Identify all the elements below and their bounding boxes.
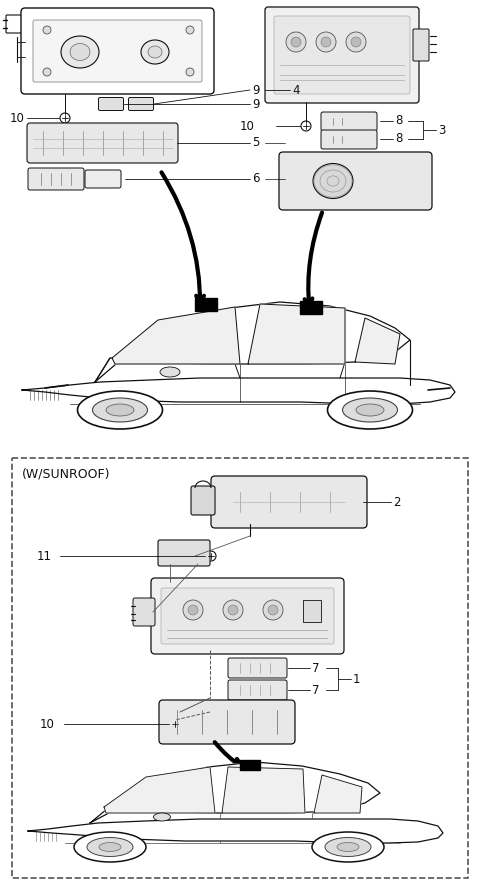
FancyBboxPatch shape: [151, 578, 344, 654]
Circle shape: [316, 32, 336, 52]
Text: 4: 4: [292, 83, 300, 97]
Text: 5: 5: [252, 137, 259, 149]
Polygon shape: [112, 307, 240, 364]
Circle shape: [60, 113, 70, 123]
FancyBboxPatch shape: [321, 112, 377, 131]
Ellipse shape: [106, 404, 134, 416]
FancyBboxPatch shape: [98, 98, 123, 110]
FancyBboxPatch shape: [228, 658, 287, 678]
Circle shape: [183, 600, 203, 620]
Circle shape: [346, 32, 366, 52]
Bar: [195, 298, 217, 311]
Ellipse shape: [74, 832, 146, 862]
Text: 3: 3: [438, 123, 445, 137]
Text: 8: 8: [395, 132, 402, 146]
Circle shape: [286, 32, 306, 52]
Ellipse shape: [313, 163, 353, 199]
Ellipse shape: [154, 813, 170, 821]
Polygon shape: [222, 767, 305, 813]
Circle shape: [186, 68, 194, 76]
Ellipse shape: [61, 36, 99, 68]
FancyBboxPatch shape: [274, 16, 410, 94]
Ellipse shape: [356, 404, 384, 416]
FancyBboxPatch shape: [6, 15, 28, 33]
FancyBboxPatch shape: [279, 152, 432, 210]
Circle shape: [170, 719, 180, 729]
Polygon shape: [248, 304, 345, 364]
Text: 9: 9: [252, 83, 260, 97]
Circle shape: [263, 600, 283, 620]
FancyBboxPatch shape: [133, 598, 155, 626]
FancyBboxPatch shape: [158, 540, 210, 566]
Ellipse shape: [337, 843, 359, 852]
Ellipse shape: [343, 398, 397, 422]
FancyBboxPatch shape: [27, 123, 178, 163]
Circle shape: [206, 551, 216, 561]
Circle shape: [43, 68, 51, 76]
Ellipse shape: [148, 46, 162, 58]
FancyBboxPatch shape: [85, 170, 121, 188]
Ellipse shape: [327, 391, 412, 429]
Ellipse shape: [93, 398, 147, 422]
Text: 1: 1: [353, 672, 360, 686]
Text: 8: 8: [395, 115, 402, 128]
FancyBboxPatch shape: [33, 20, 202, 82]
FancyBboxPatch shape: [265, 7, 419, 103]
Ellipse shape: [99, 843, 121, 852]
FancyBboxPatch shape: [191, 486, 215, 515]
Text: 11: 11: [37, 550, 52, 562]
Polygon shape: [314, 775, 362, 813]
Polygon shape: [22, 378, 455, 404]
FancyBboxPatch shape: [28, 168, 84, 190]
FancyBboxPatch shape: [413, 29, 429, 61]
Text: 10: 10: [10, 112, 25, 124]
Ellipse shape: [141, 40, 169, 64]
Circle shape: [223, 600, 243, 620]
Ellipse shape: [77, 391, 163, 429]
FancyBboxPatch shape: [161, 588, 334, 644]
Text: (W/SUNROOF): (W/SUNROOF): [22, 467, 110, 480]
Ellipse shape: [160, 367, 180, 377]
Circle shape: [228, 605, 238, 615]
Circle shape: [351, 37, 361, 47]
Bar: [240, 760, 260, 770]
FancyBboxPatch shape: [321, 130, 377, 149]
Circle shape: [43, 26, 51, 34]
Polygon shape: [104, 767, 215, 813]
Bar: [303, 600, 321, 622]
Circle shape: [291, 37, 301, 47]
Text: 2: 2: [393, 496, 400, 509]
Text: 10: 10: [240, 120, 255, 132]
Polygon shape: [355, 318, 400, 364]
FancyBboxPatch shape: [159, 700, 295, 744]
FancyBboxPatch shape: [211, 476, 367, 528]
Text: 9: 9: [252, 98, 260, 110]
Text: 10: 10: [40, 718, 55, 731]
Polygon shape: [95, 302, 410, 382]
Ellipse shape: [70, 44, 90, 60]
FancyBboxPatch shape: [21, 8, 214, 94]
Polygon shape: [90, 762, 380, 823]
Text: 7: 7: [312, 684, 320, 696]
Text: 6: 6: [252, 172, 260, 186]
Bar: [300, 301, 322, 314]
Circle shape: [268, 605, 278, 615]
Circle shape: [186, 26, 194, 34]
Polygon shape: [28, 819, 443, 843]
Ellipse shape: [325, 837, 371, 857]
Circle shape: [301, 121, 311, 131]
FancyBboxPatch shape: [129, 98, 154, 110]
Ellipse shape: [87, 837, 133, 857]
FancyBboxPatch shape: [228, 680, 287, 700]
Text: 7: 7: [312, 662, 320, 675]
Circle shape: [321, 37, 331, 47]
Circle shape: [188, 605, 198, 615]
Ellipse shape: [312, 832, 384, 862]
